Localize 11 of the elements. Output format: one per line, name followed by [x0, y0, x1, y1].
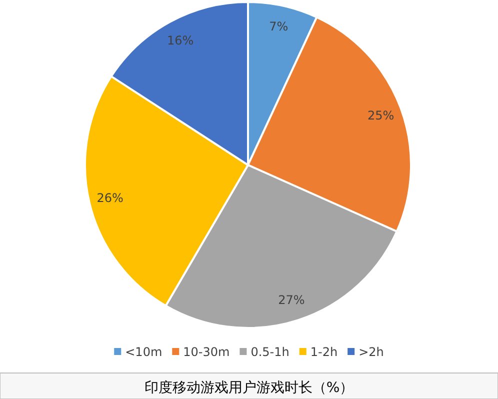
legend-label: 10-30m	[183, 345, 230, 360]
legend-label: <10m	[125, 345, 162, 360]
data-label: 25%	[368, 108, 394, 123]
data-label: 7%	[269, 20, 288, 34]
data-label: 16%	[166, 34, 194, 48]
legend-label: >2h	[358, 345, 384, 360]
data-label: 26%	[96, 190, 124, 205]
legend-label: 1-2h	[310, 345, 338, 360]
data-label: 27%	[278, 293, 305, 308]
text: 印度移动游戏用户游戏时长（%）	[144, 380, 354, 396]
legend-label: 0.5-1h	[250, 345, 290, 360]
